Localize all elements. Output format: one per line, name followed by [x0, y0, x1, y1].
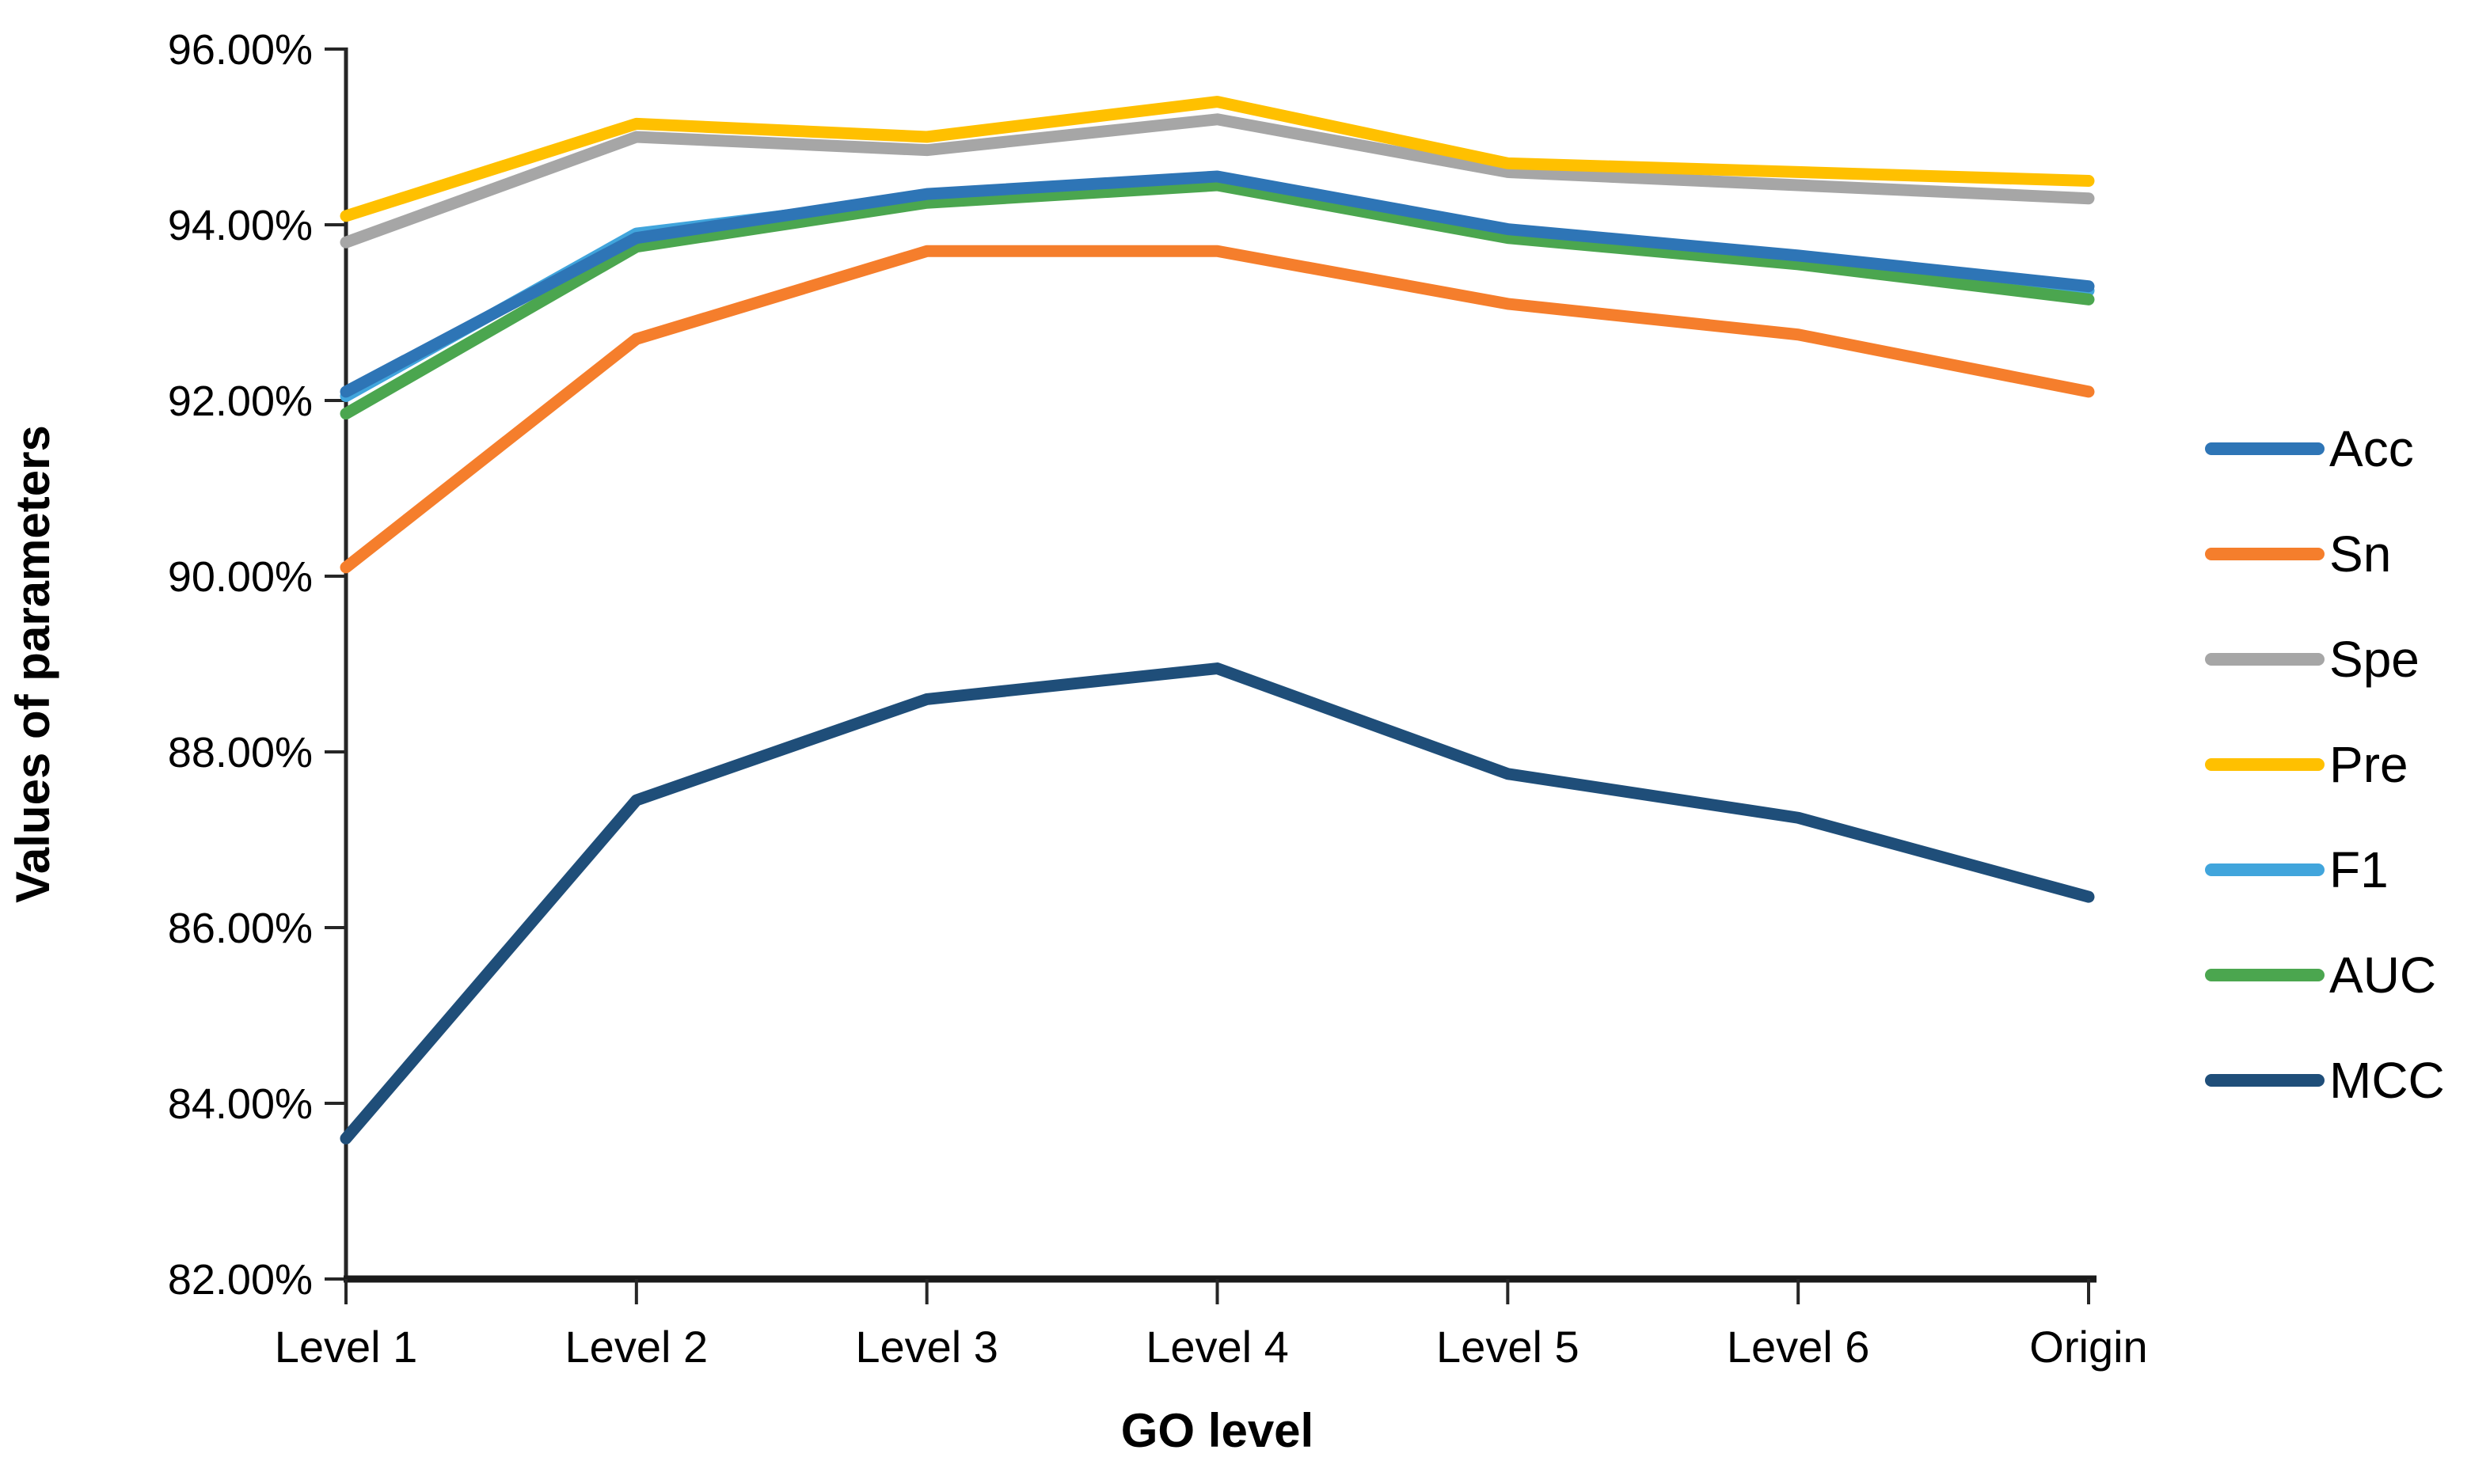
legend-item-Pre: Pre — [2205, 736, 2408, 793]
y-tick-label: 82.00% — [168, 1256, 313, 1304]
x-tick-label: Level 3 — [855, 1322, 998, 1372]
x-tick-label: Level 5 — [1436, 1322, 1580, 1372]
legend-item-AUC: AUC — [2205, 947, 2436, 1004]
y-tick-label: 94.00% — [168, 202, 313, 249]
x-tick-label: Origin — [2029, 1322, 2147, 1372]
series-line-Sn — [340, 245, 2095, 574]
legend-label-AUC: AUC — [2329, 947, 2436, 1004]
y-tick-label: 84.00% — [168, 1080, 313, 1128]
series-line-MCC — [340, 662, 2095, 1144]
legend-item-F1: F1 — [2205, 841, 2389, 898]
y-axis-title: Values of parameters — [6, 425, 59, 903]
legend-item-Acc: Acc — [2205, 420, 2414, 477]
x-axis-title: GO level — [1121, 1404, 1313, 1457]
x-tick-label: Level 1 — [275, 1322, 418, 1372]
series-line-Spe — [340, 113, 2095, 249]
legend-label-MCC: MCC — [2329, 1052, 2445, 1109]
y-tick-label: 90.00% — [168, 553, 313, 601]
legend-label-Pre: Pre — [2329, 736, 2408, 793]
legend-label-F1: F1 — [2329, 841, 2389, 898]
legend-label-Acc: Acc — [2329, 420, 2414, 477]
legend-label-Sn: Sn — [2329, 526, 2391, 583]
y-tick-label: 86.00% — [168, 905, 313, 952]
series-line-AUC — [340, 179, 2095, 420]
legend-item-Sn: Sn — [2205, 526, 2391, 583]
y-tick-label: 96.00% — [168, 26, 313, 74]
legend-item-MCC: MCC — [2205, 1052, 2445, 1109]
series-line-Pre — [340, 96, 2095, 222]
legend-label-Spe: Spe — [2329, 631, 2420, 688]
legend-item-Spe: Spe — [2205, 631, 2420, 688]
x-tick-label: Level 2 — [565, 1322, 709, 1372]
x-tick-label: Level 6 — [1727, 1322, 1870, 1372]
y-tick-label: 88.00% — [168, 729, 313, 776]
series-line-Acc — [340, 170, 2095, 398]
x-tick-label: Level 4 — [1146, 1322, 1289, 1372]
y-tick-label: 92.00% — [168, 378, 313, 425]
